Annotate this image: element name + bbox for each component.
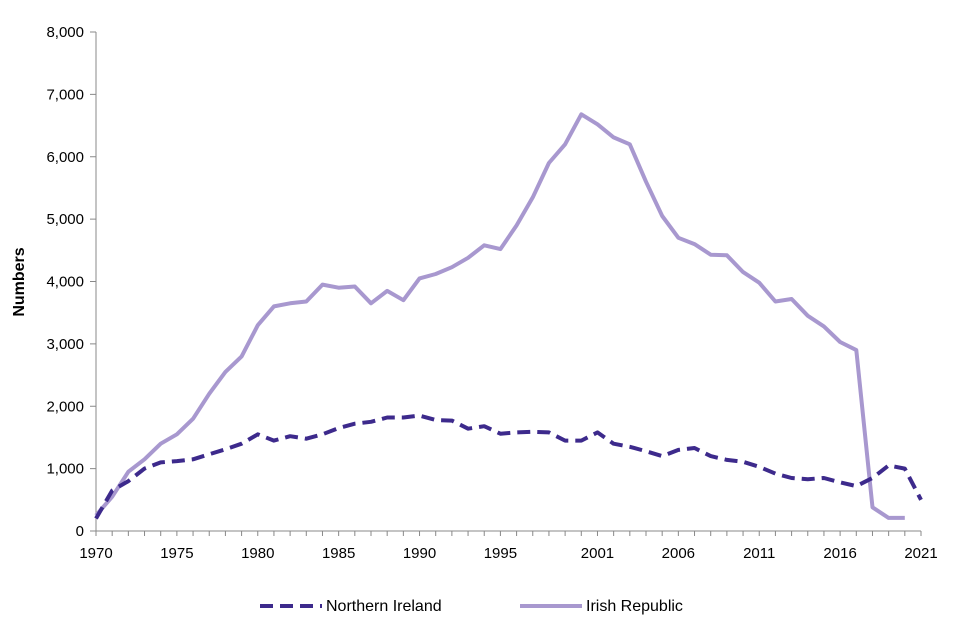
y-tick-label: 5,000 [46,211,84,228]
legend: Northern Ireland Irish Republic [260,598,683,615]
x-tick-label: 2016 [823,545,856,562]
x-tick-label: 1975 [160,545,193,562]
y-tick-label: 7,000 [46,86,84,103]
y-tick-label: 6,000 [46,149,84,166]
y-tick-label: 2,000 [46,398,84,415]
series-line-northern-ireland [94,413,923,520]
x-tick-label: 1970 [79,545,112,562]
legend-label-irish-republic: Irish Republic [586,598,683,615]
y-axis: 0 1,000 2,000 3,000 4,000 5,000 6,000 7,000 8,00… [46,24,97,540]
y-tick-label: 0 [76,523,84,540]
x-tick-label: 1995 [484,545,517,562]
y-tick-label: 8,000 [46,24,84,41]
x-tick-label: 1985 [322,545,355,562]
series-line-irish-republic [94,112,905,520]
y-tick-label: 4,000 [46,274,84,291]
x-tick-label: 2011 [743,545,775,562]
y-tick-label: 3,000 [46,336,84,353]
y-axis-title: Numbers [11,247,28,316]
x-axis: 1970 1975 1980 1985 1990 1995 2001 2006 2011 2016… [79,530,938,562]
x-tick-label: 1980 [241,545,274,562]
x-tick-label: 2001 [581,545,614,562]
legend-label-northern-ireland: Northern Ireland [326,598,442,615]
x-tick-label: 2006 [662,545,695,562]
x-tick-label: 2021 [904,545,937,562]
x-tick-label: 1990 [403,545,436,562]
plot-area [94,112,923,520]
y-tick-label: 1,000 [46,461,84,478]
